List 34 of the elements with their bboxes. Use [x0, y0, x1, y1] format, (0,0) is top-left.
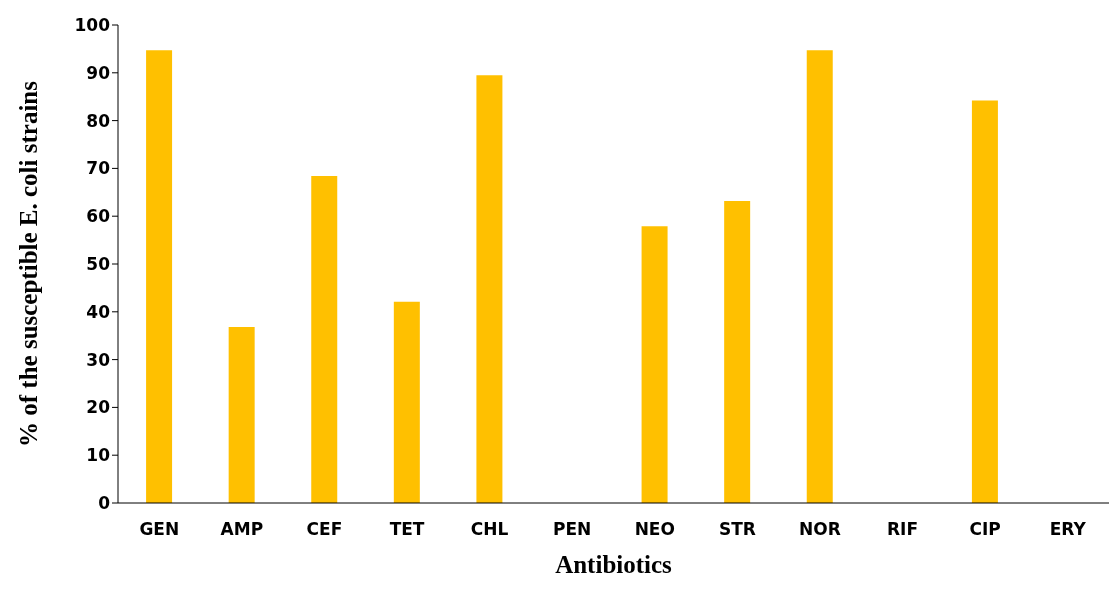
- bar: [146, 50, 173, 503]
- bar: [971, 100, 998, 503]
- x-tick-label: AMP: [220, 519, 264, 540]
- y-tick-label: 20: [86, 397, 111, 418]
- bar: [311, 176, 338, 503]
- x-tick-label: NOR: [799, 519, 841, 540]
- x-tick-label: GEN: [139, 519, 180, 540]
- x-tick-label: CHL: [470, 519, 509, 540]
- x-axis-title: Antibiotics: [555, 551, 673, 578]
- bar: [476, 75, 503, 503]
- x-tick-label: PEN: [553, 519, 592, 540]
- y-tick-label: 10: [86, 445, 111, 466]
- y-tick-label: 90: [86, 62, 111, 83]
- y-tick-label: 80: [86, 110, 111, 131]
- y-axis-title: % of the susceptible E. coli strains: [14, 80, 42, 447]
- x-tick-label: STR: [718, 519, 756, 540]
- bar: [806, 50, 833, 503]
- bar: [228, 327, 255, 503]
- y-tick-label: 30: [86, 349, 111, 370]
- bar: [724, 200, 751, 503]
- x-tick-label: CEF: [306, 519, 343, 540]
- y-tick-label: 60: [86, 206, 111, 227]
- y-tick-label: 40: [86, 301, 111, 322]
- y-tick-label: 70: [86, 158, 111, 179]
- y-tick-label: 0: [98, 493, 111, 514]
- x-tick-label: NEO: [634, 519, 675, 540]
- x-tick-label: RIF: [887, 519, 919, 540]
- x-tick-label: CIP: [969, 519, 1001, 540]
- bar: [641, 226, 668, 503]
- bar: [393, 301, 420, 503]
- x-tick-label: TET: [389, 519, 425, 540]
- x-tick-label: ERY: [1049, 519, 1087, 540]
- y-tick-label: 50: [86, 254, 111, 275]
- y-tick-label: 100: [74, 15, 111, 36]
